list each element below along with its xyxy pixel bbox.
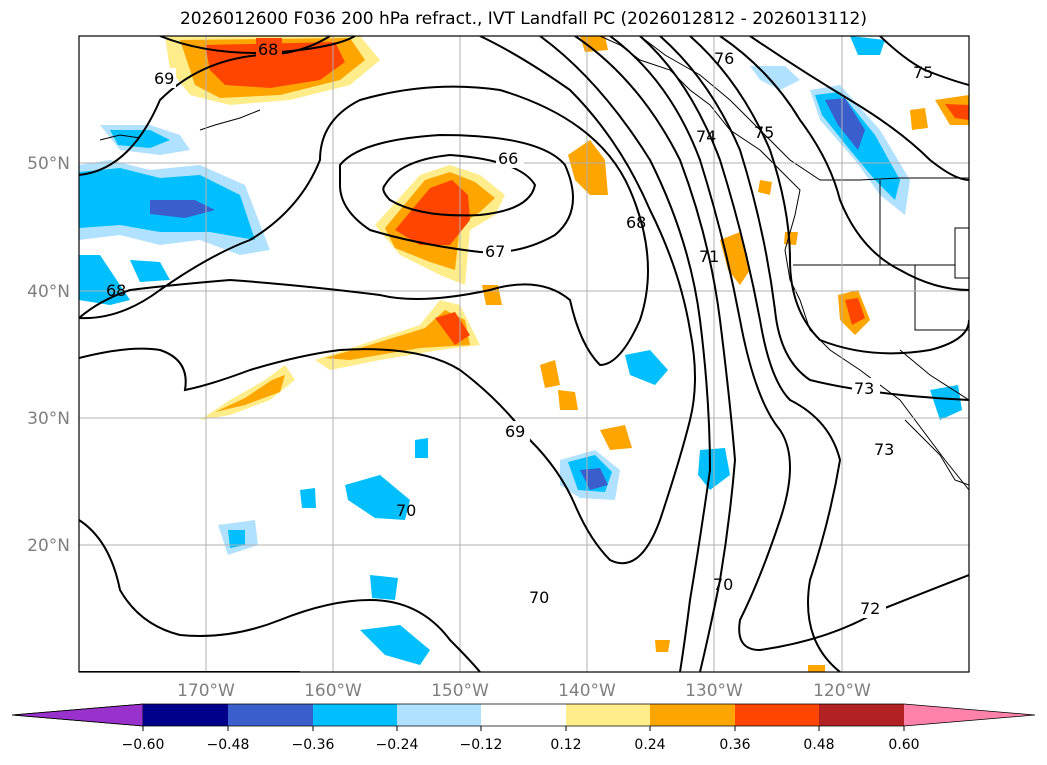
colorbar-tick: 0.24 [634,737,665,753]
contour-label: 76 [714,49,734,68]
lon-label: 160°W [304,681,362,701]
colorbar-tick: −0.60 [122,737,165,753]
contour-label: 75 [913,63,933,82]
colorbar-segment [313,704,397,726]
lon-label: 140°W [558,681,616,701]
contour-label: 68 [626,213,646,232]
colorbar-tick: −0.36 [292,737,335,753]
lon-label: 150°W [431,681,489,701]
colorbar: −0.60 −0.48 −0.36 −0.24 −0.12 0.12 0.24 … [11,703,1036,753]
map-border [78,35,970,673]
longitude-labels: 170°W 160°W 150°W 140°W 130°W 120°W [177,681,871,701]
colorbar-tick: −0.48 [207,737,250,753]
colorbar-segment [143,704,228,726]
map-title: 2026012600 F036 200 hPa refract., IVT La… [179,9,867,29]
colorbar-segment [397,704,481,726]
contour-label: 73 [874,440,894,459]
contour-label: 69 [154,69,174,88]
lon-label: 170°W [177,681,235,701]
colorbar-segment [566,704,650,726]
contour-label: 70 [529,588,549,607]
contour-label: 75 [754,123,774,142]
colorbar-tick: −0.24 [376,737,419,753]
contour-label: 73 [854,379,874,398]
contour-label: 70 [396,501,416,520]
colorbar-tick: −0.12 [460,737,503,753]
contour-label: 69 [505,422,525,441]
colorbar-segment [228,704,313,726]
colorbar-extend-high [904,704,1035,726]
lat-label: 30°N [27,409,70,429]
colorbar-tick: 0.60 [888,737,919,753]
lat-label: 50°N [27,154,70,174]
colorbar-segment [481,704,566,726]
contour-label: 71 [699,247,719,266]
colorbar-tick: 0.12 [550,737,581,753]
contour-label: 74 [696,127,716,146]
colorbar-segment [819,704,904,726]
lon-label: 130°W [685,681,743,701]
negative-shading [79,36,962,665]
lon-label: 120°W [813,681,871,701]
contour-label: 70 [713,575,733,594]
colorbar-segment [735,704,819,726]
latitude-labels: 50°N 40°N 30°N 20°N [27,154,70,556]
colorbar-segment [650,704,735,726]
lat-label: 40°N [27,282,70,302]
map-area [79,36,969,672]
contour-label: 68 [106,281,126,300]
contour-label: 72 [860,599,880,618]
coastlines [99,36,969,491]
colorbar-tick: 0.36 [719,737,750,753]
contour-label: 67 [485,242,505,261]
colorbar-extend-low [11,703,144,727]
contour-label: 66 [498,149,518,168]
lat-label: 20°N [27,536,70,556]
contour-label: 68 [258,40,278,59]
contour-label-group: 68 69 66 67 68 68 69 70 70 70 71 72 73 7… [106,38,933,618]
colorbar-tick: 0.48 [803,737,834,753]
